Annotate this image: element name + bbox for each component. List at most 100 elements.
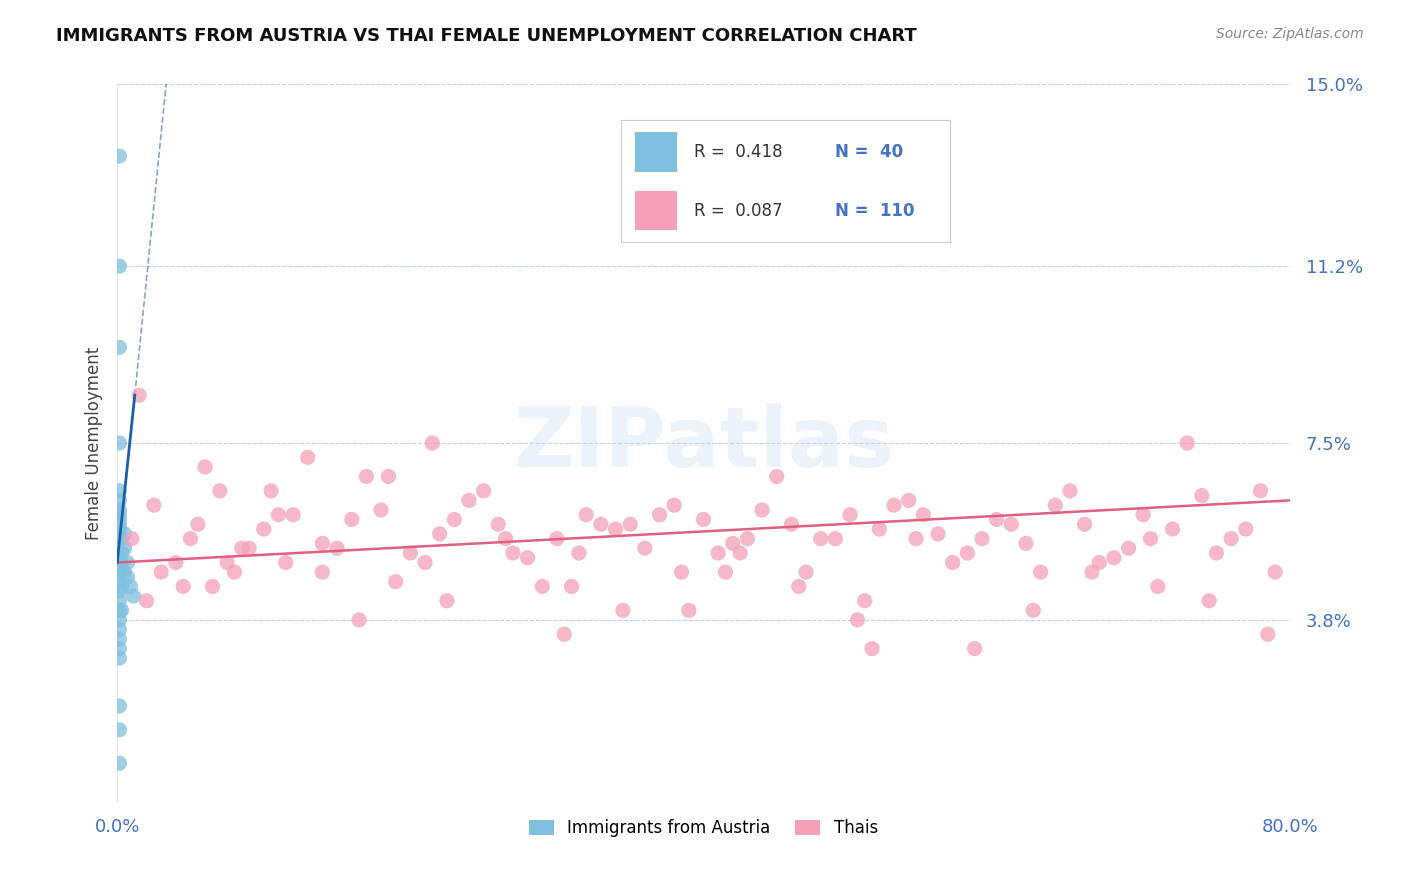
- Point: [1257, 627, 1279, 641]
- Point: [108, 594, 131, 608]
- Point: [297, 450, 319, 465]
- Point: [108, 340, 131, 354]
- Point: [794, 565, 817, 579]
- Point: [108, 546, 131, 560]
- Point: [377, 469, 399, 483]
- Point: [114, 541, 136, 556]
- Point: [172, 579, 194, 593]
- Point: [429, 526, 451, 541]
- Point: [472, 483, 495, 498]
- Point: [108, 565, 131, 579]
- Point: [194, 459, 217, 474]
- Point: [1132, 508, 1154, 522]
- Point: [108, 522, 131, 536]
- Point: [1102, 550, 1125, 565]
- Point: [458, 493, 481, 508]
- Point: [110, 546, 132, 560]
- Point: [110, 603, 132, 617]
- Point: [619, 517, 641, 532]
- Point: [868, 522, 890, 536]
- Point: [1045, 498, 1067, 512]
- Point: [575, 508, 598, 522]
- Point: [108, 259, 131, 273]
- Point: [860, 641, 883, 656]
- Point: [1220, 532, 1243, 546]
- Point: [897, 493, 920, 508]
- Point: [108, 508, 131, 522]
- Point: [1029, 565, 1052, 579]
- Point: [810, 532, 832, 546]
- Point: [108, 584, 131, 599]
- Point: [927, 526, 949, 541]
- Point: [1073, 517, 1095, 532]
- Point: [399, 546, 422, 560]
- Point: [1205, 546, 1227, 560]
- Point: [780, 517, 803, 532]
- Point: [108, 613, 131, 627]
- Point: [436, 594, 458, 608]
- Point: [420, 436, 443, 450]
- Point: [737, 532, 759, 546]
- Point: [201, 579, 224, 593]
- Point: [108, 623, 131, 637]
- Point: [370, 503, 392, 517]
- Point: [117, 570, 139, 584]
- Point: [648, 508, 671, 522]
- Point: [347, 613, 370, 627]
- Point: [108, 723, 131, 737]
- Point: [208, 483, 231, 498]
- Point: [1059, 483, 1081, 498]
- Point: [662, 498, 685, 512]
- Point: [231, 541, 253, 556]
- Point: [1000, 517, 1022, 532]
- Point: [853, 594, 876, 608]
- Point: [516, 550, 538, 565]
- Point: [839, 508, 862, 522]
- Point: [326, 541, 349, 556]
- Point: [486, 517, 509, 532]
- Point: [1161, 522, 1184, 536]
- Point: [605, 522, 627, 536]
- Text: Source: ZipAtlas.com: Source: ZipAtlas.com: [1216, 27, 1364, 41]
- Point: [108, 651, 131, 665]
- Point: [561, 579, 583, 593]
- Point: [274, 556, 297, 570]
- Point: [546, 532, 568, 546]
- Point: [963, 641, 986, 656]
- Point: [165, 556, 187, 570]
- Point: [150, 565, 173, 579]
- Point: [110, 579, 132, 593]
- Point: [108, 574, 131, 589]
- Point: [1147, 579, 1170, 593]
- Point: [443, 512, 465, 526]
- Point: [108, 556, 131, 570]
- Point: [707, 546, 730, 560]
- Point: [108, 698, 131, 713]
- Point: [110, 556, 132, 570]
- Point: [1015, 536, 1038, 550]
- Point: [108, 493, 131, 508]
- Point: [108, 603, 131, 617]
- Point: [956, 546, 979, 560]
- Y-axis label: Female Unemployment: Female Unemployment: [86, 346, 103, 540]
- Point: [253, 522, 276, 536]
- Point: [1139, 532, 1161, 546]
- Point: [1249, 483, 1271, 498]
- Point: [224, 565, 246, 579]
- Point: [120, 579, 142, 593]
- Point: [108, 512, 131, 526]
- Point: [678, 603, 700, 617]
- Point: [1088, 556, 1111, 570]
- Point: [108, 149, 131, 163]
- Point: [179, 532, 201, 546]
- Point: [267, 508, 290, 522]
- Point: [531, 579, 554, 593]
- Point: [1264, 565, 1286, 579]
- Point: [135, 594, 157, 608]
- Point: [142, 498, 165, 512]
- Point: [108, 632, 131, 646]
- Point: [728, 546, 751, 560]
- Point: [108, 483, 131, 498]
- Point: [986, 512, 1008, 526]
- Point: [384, 574, 406, 589]
